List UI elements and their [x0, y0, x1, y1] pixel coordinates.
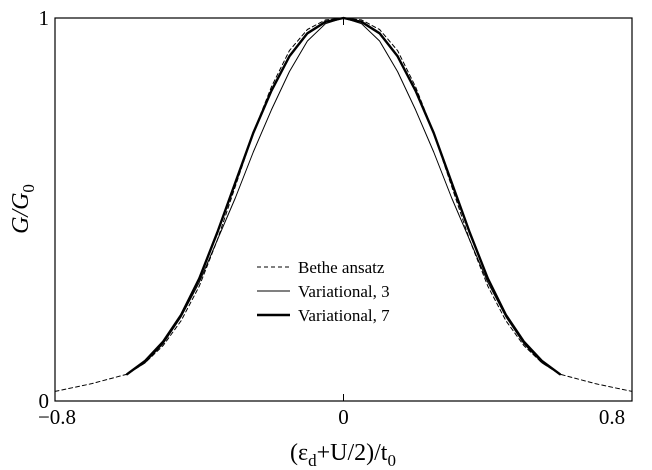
legend-label-bethe-ansatz: Bethe ansatz	[298, 258, 385, 277]
x-tick-label: −0.8	[38, 405, 76, 429]
tick-labels: −0.8 0 0.801	[38, 6, 625, 429]
x-tick-label: 0.8	[599, 405, 625, 429]
x-tick-label: 0	[338, 405, 349, 429]
x-axis-title: (εd+U/2)/t0	[290, 440, 396, 470]
legend-label-variational-3: Variational, 3	[298, 282, 390, 301]
axis-ticks	[54, 17, 633, 402]
legend: Bethe ansatz Variational, 3 Variational,…	[257, 258, 390, 325]
series-layer	[54, 16, 633, 392]
series-line-variational-7	[125, 16, 562, 376]
legend-label-variational-7: Variational, 7	[298, 306, 390, 325]
y-tick-label: 0	[39, 389, 50, 413]
y-axis-title: G/G0	[8, 184, 38, 234]
series-line-bethe-ansatz	[54, 17, 633, 392]
y-tick-label: 1	[39, 6, 50, 30]
plot-frame	[54, 17, 633, 402]
